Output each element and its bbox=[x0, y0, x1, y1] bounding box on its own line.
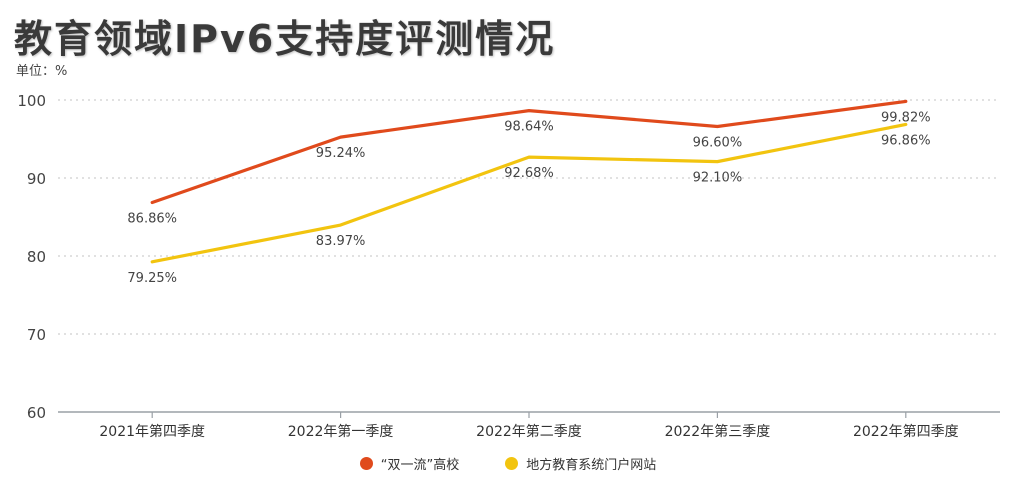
series-line-2[interactable] bbox=[150, 122, 908, 264]
data-label-series-1: 95.24% bbox=[316, 146, 366, 161]
data-labels: 86.86% 95.24% 98.64% 96.60% 99.82% 79.25% 83.9… bbox=[127, 110, 930, 285]
data-label-series-2: 96.86% bbox=[881, 133, 931, 148]
data-label-series-2: 79.25% bbox=[127, 271, 177, 286]
legend-item-series-2[interactable]: 地方教育系统门户网站 bbox=[505, 454, 656, 473]
data-point-series-2[interactable] bbox=[714, 159, 720, 165]
x-tick-label: 2022年第四季度 bbox=[853, 423, 959, 440]
legend-item-series-1[interactable]: “双一流”高校 bbox=[359, 454, 460, 473]
data-label-series-2: 92.68% bbox=[504, 166, 554, 181]
legend: “双一流”高校 地方教育系统门户网站 bbox=[0, 454, 1016, 473]
data-label-series-2: 83.97% bbox=[316, 234, 366, 249]
data-label-series-1: 99.82% bbox=[881, 110, 931, 125]
y-tick-label: 70 bbox=[27, 326, 46, 344]
data-point-series-1[interactable] bbox=[149, 199, 155, 205]
series-line-1[interactable] bbox=[150, 99, 908, 205]
unit-label: 单位：% bbox=[16, 64, 68, 79]
legend-label-series-1: “双一流”高校 bbox=[380, 458, 460, 473]
y-tick-label: 90 bbox=[27, 170, 46, 188]
data-label-series-1: 86.86% bbox=[127, 211, 177, 226]
legend-marker-series-1 bbox=[359, 457, 373, 470]
y-tick-label: 80 bbox=[27, 248, 46, 266]
legend-label-series-2: 地方教育系统门户网站 bbox=[526, 458, 657, 473]
data-label-series-2: 92.10% bbox=[693, 171, 743, 186]
data-point-series-2[interactable] bbox=[149, 259, 155, 265]
data-point-series-1[interactable] bbox=[526, 108, 532, 114]
data-point-series-2[interactable] bbox=[338, 222, 344, 228]
x-tick-label: 2022年第一季度 bbox=[288, 423, 394, 440]
data-point-series-1[interactable] bbox=[338, 134, 344, 140]
y-tick-label: 100 bbox=[17, 92, 46, 110]
data-label-series-1: 98.64% bbox=[504, 120, 554, 135]
axes: 60 70 80 90 100 2021年第四季度 2022年第一季度 2022年第二季度 20… bbox=[17, 92, 1000, 440]
chart-title: 教育领域IPv6支持度评测情况 bbox=[14, 17, 556, 61]
legend-marker-series-2 bbox=[505, 457, 519, 470]
x-tick-label: 2021年第四季度 bbox=[99, 423, 205, 440]
series-lines bbox=[149, 98, 909, 265]
x-tick-label: 2022年第二季度 bbox=[476, 423, 582, 440]
x-tick-label: 2022年第三季度 bbox=[665, 423, 771, 440]
data-point-series-1[interactable] bbox=[903, 98, 909, 104]
grid-lines bbox=[58, 99, 1000, 335]
data-point-series-1[interactable] bbox=[714, 124, 720, 130]
data-label-series-1: 96.60% bbox=[693, 136, 743, 151]
data-point-series-2[interactable] bbox=[526, 154, 532, 160]
y-tick-label: 60 bbox=[27, 404, 46, 422]
